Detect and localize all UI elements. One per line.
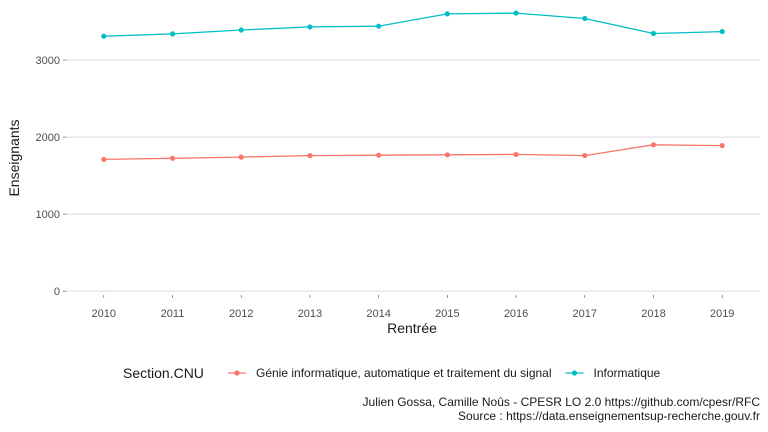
x-tick-label: 2016 (504, 308, 528, 320)
data-point (238, 154, 244, 160)
y-gridlines (66, 59, 760, 292)
data-point (582, 15, 588, 22)
data-point (307, 152, 313, 159)
legend-key-point (234, 370, 240, 376)
x-tick-label: 2014 (366, 308, 390, 320)
legend-label-2: Informatique (594, 366, 661, 380)
x-tick-label: 2012 (229, 308, 253, 320)
legend: Section.CNU Génie informatique, automati… (123, 365, 661, 381)
data-point (650, 142, 657, 148)
data-point (307, 24, 313, 30)
legend-title: Section.CNU (123, 365, 204, 381)
data-point (238, 27, 244, 33)
data-point (101, 156, 107, 163)
x-tick-label: 2017 (573, 308, 597, 320)
x-tick-label: 2011 (161, 308, 185, 320)
y-axis: 0 1000 2000 3000 (36, 55, 66, 298)
data-point (101, 33, 107, 39)
data-point (169, 31, 176, 37)
data-point (513, 10, 519, 16)
data-point (444, 152, 450, 158)
y-tick-label: 0 (54, 286, 60, 298)
data-point (513, 151, 519, 158)
y-axis-title: Enseignants (6, 119, 22, 196)
data-point (376, 152, 382, 158)
data-point (376, 23, 382, 29)
legend-label-1: Génie informatique, automatique et trait… (256, 366, 552, 380)
x-axis-title: Rentrée (387, 320, 437, 336)
x-tick-label: 2013 (298, 308, 322, 320)
series-group (101, 10, 725, 163)
caption-source: Source : https://data.enseignementsup-re… (458, 409, 760, 423)
data-point (169, 155, 176, 161)
data-point (719, 28, 725, 35)
x-tick-label: 2015 (435, 308, 459, 320)
data-point (444, 11, 450, 17)
data-point (719, 142, 725, 149)
caption-credits: Julien Gossa, Camille Noûs - CPESR LO 2.… (363, 395, 761, 409)
series-line-2 (103, 12, 723, 37)
x-tick-label: 2019 (710, 308, 734, 320)
data-point (582, 152, 588, 159)
x-tick-label: 2010 (92, 308, 116, 320)
x-tick-label: 2018 (641, 308, 665, 320)
y-tick-label: 1000 (36, 209, 60, 221)
caption: Julien Gossa, Camille Noûs - CPESR LO 2.… (363, 395, 761, 423)
legend-key-point (571, 370, 578, 376)
series-line-1 (103, 144, 723, 161)
data-point (650, 30, 657, 37)
y-tick-label: 3000 (36, 55, 60, 67)
y-tick-label: 2000 (36, 132, 60, 144)
x-axis: 2010 2011 2012 2013 2014 2015 2016 2017 2018 2019 (92, 295, 734, 320)
